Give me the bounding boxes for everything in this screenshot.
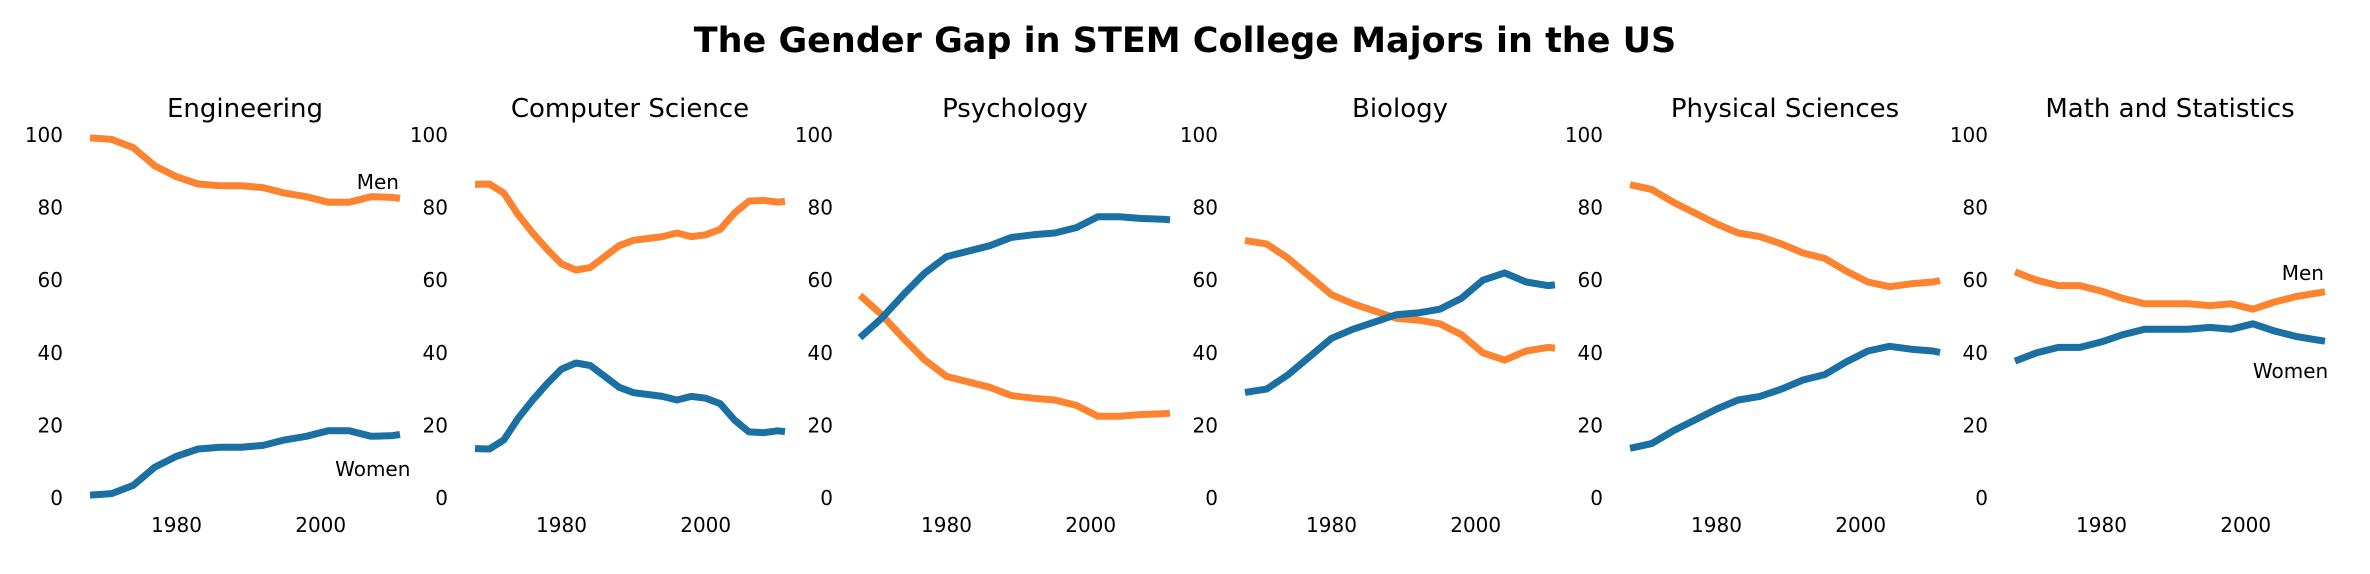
y-tick-label: 60	[1963, 268, 1988, 292]
series-line-women	[2013, 320, 2326, 365]
x-tick-label: 2000	[1065, 513, 1116, 537]
y-tick-label: 40	[1578, 341, 1603, 365]
y-tick-label: 100	[1565, 123, 1603, 147]
series-line-women	[1629, 342, 1941, 452]
panel-biology: Biology 0 20 40 60 80 100 1980 2000	[1180, 94, 1556, 537]
y-tick-label: 20	[1963, 413, 1988, 437]
x-tick-label: 1980	[2076, 513, 2127, 537]
y-tick-label: 0	[435, 486, 448, 510]
series-line-women	[857, 213, 1171, 341]
annotation-men: Men	[2282, 261, 2324, 285]
y-tick-label: 40	[38, 341, 63, 365]
y-tick-label: 20	[808, 413, 833, 437]
panel-computer-science: Computer Science 0 20 40 60 80 100 1980 2000	[410, 94, 786, 537]
y-tick-label: 100	[25, 123, 63, 147]
y-tick-label: 80	[808, 196, 833, 220]
panel-math-and-statistics: Math and Statistics 0 20 40 60 80 100 1980 2000 M…	[1950, 94, 2328, 537]
series-line-women	[89, 427, 401, 499]
y-tick-label: 60	[1193, 268, 1218, 292]
y-tick-label: 100	[1180, 123, 1218, 147]
y-tick-label: 0	[1205, 486, 1218, 510]
series-line-men	[857, 292, 1171, 420]
panel-title: Biology	[1352, 94, 1448, 124]
y-tick-label: 100	[1950, 123, 1988, 147]
series-line-men	[89, 134, 401, 206]
x-tick-label: 2000	[1450, 513, 1501, 537]
y-tick-label: 0	[1590, 486, 1603, 510]
panel-psychology: Psychology 0 20 40 60 80 100 1980 2000	[795, 94, 1171, 537]
y-tick-label: 60	[423, 268, 448, 292]
figure-title: The Gender Gap in STEM College Majors in…	[694, 21, 1677, 61]
series-line-women	[474, 359, 786, 453]
y-tick-label: 20	[1193, 413, 1218, 437]
panel-title: Engineering	[167, 94, 323, 124]
y-tick-label: 20	[38, 413, 63, 437]
x-tick-label: 2000	[295, 513, 346, 537]
series-line-men	[1629, 181, 1941, 291]
y-tick-label: 60	[1578, 268, 1603, 292]
x-tick-label: 2000	[680, 513, 731, 537]
x-tick-label: 1980	[1691, 513, 1742, 537]
y-tick-label: 60	[808, 268, 833, 292]
y-tick-label: 40	[808, 341, 833, 365]
x-tick-label: 1980	[921, 513, 972, 537]
y-tick-label: 100	[410, 123, 448, 147]
y-tick-label: 0	[1975, 486, 1988, 510]
x-tick-label: 1980	[151, 513, 202, 537]
y-tick-label: 80	[423, 196, 448, 220]
annotation-women: Women	[2253, 359, 2328, 383]
y-tick-label: 40	[423, 341, 448, 365]
y-tick-label: 60	[38, 268, 63, 292]
panel-title: Math and Statistics	[2045, 94, 2294, 124]
panel-title: Physical Sciences	[1671, 94, 1899, 124]
y-tick-label: 20	[1578, 413, 1603, 437]
panel-physical-sciences: Physical Sciences 0 20 40 60 80 100 1980 2000	[1565, 94, 1941, 537]
y-tick-label: 80	[1578, 196, 1603, 220]
y-tick-label: 0	[820, 486, 833, 510]
x-tick-label: 2000	[1835, 513, 1886, 537]
panel-title: Psychology	[942, 94, 1088, 124]
y-tick-label: 100	[795, 123, 833, 147]
x-tick-label: 2000	[2220, 513, 2271, 537]
y-tick-label: 40	[1193, 341, 1218, 365]
panel-engineering: Engineering 0 20 40 60 80 100 1980 2000 Men Women	[25, 94, 411, 537]
y-tick-label: 80	[1193, 196, 1218, 220]
series-line-men	[474, 180, 786, 274]
y-tick-label: 80	[38, 196, 63, 220]
y-tick-label: 80	[1963, 196, 1988, 220]
series-line-women	[1244, 269, 1556, 396]
series-line-men	[2013, 268, 2326, 313]
panel-title: Computer Science	[511, 94, 749, 124]
y-tick-label: 40	[1963, 341, 1988, 365]
x-tick-label: 1980	[1306, 513, 1357, 537]
annotation-men: Men	[357, 170, 399, 194]
y-tick-label: 0	[50, 486, 63, 510]
annotation-women: Women	[335, 457, 410, 481]
x-tick-label: 1980	[536, 513, 587, 537]
series-line-men	[1244, 237, 1556, 364]
y-tick-label: 20	[423, 413, 448, 437]
